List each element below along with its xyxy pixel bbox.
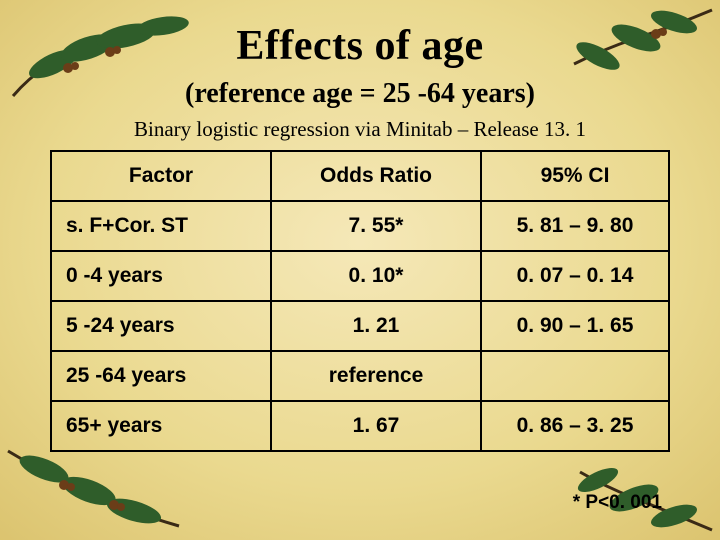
cell-odds-ratio: 0. 10* [271,251,481,301]
cell-odds-ratio: reference [271,351,481,401]
pine-branch-bottom-left [4,441,184,536]
odds-ratio-table: Factor Odds Ratio 95% CI s. F+Cor. ST 7.… [50,150,670,452]
col-header-odds-ratio: Odds Ratio [271,151,481,201]
cell-factor: 25 -64 years [51,351,271,401]
cell-odds-ratio: 1. 21 [271,301,481,351]
cell-ci: 0. 90 – 1. 65 [481,301,669,351]
slide-subtitle: (reference age = 25 -64 years) [0,78,720,110]
cell-factor: 65+ years [51,401,271,451]
col-header-ci: 95% CI [481,151,669,201]
cell-factor: 0 -4 years [51,251,271,301]
significance-footnote: * P<0. 001 [573,492,662,514]
table-row: 0 -4 years 0. 10* 0. 07 – 0. 14 [51,251,669,301]
table-row: 65+ years 1. 67 0. 86 – 3. 25 [51,401,669,451]
table-header-row: Factor Odds Ratio 95% CI [51,151,669,201]
table-row: 5 -24 years 1. 21 0. 90 – 1. 65 [51,301,669,351]
slide-method-line: Binary logistic regression via Minitab –… [0,117,720,142]
cell-ci: 0. 86 – 3. 25 [481,401,669,451]
col-header-factor: Factor [51,151,271,201]
cell-ci [481,351,669,401]
cell-odds-ratio: 7. 55* [271,201,481,251]
table-row: s. F+Cor. ST 7. 55* 5. 81 – 9. 80 [51,201,669,251]
cell-factor: 5 -24 years [51,301,271,351]
cell-odds-ratio: 1. 67 [271,401,481,451]
slide-title: Effects of age [0,22,720,70]
cell-ci: 5. 81 – 9. 80 [481,201,669,251]
table-row: 25 -64 years reference [51,351,669,401]
cell-factor: s. F+Cor. ST [51,201,271,251]
cell-ci: 0. 07 – 0. 14 [481,251,669,301]
